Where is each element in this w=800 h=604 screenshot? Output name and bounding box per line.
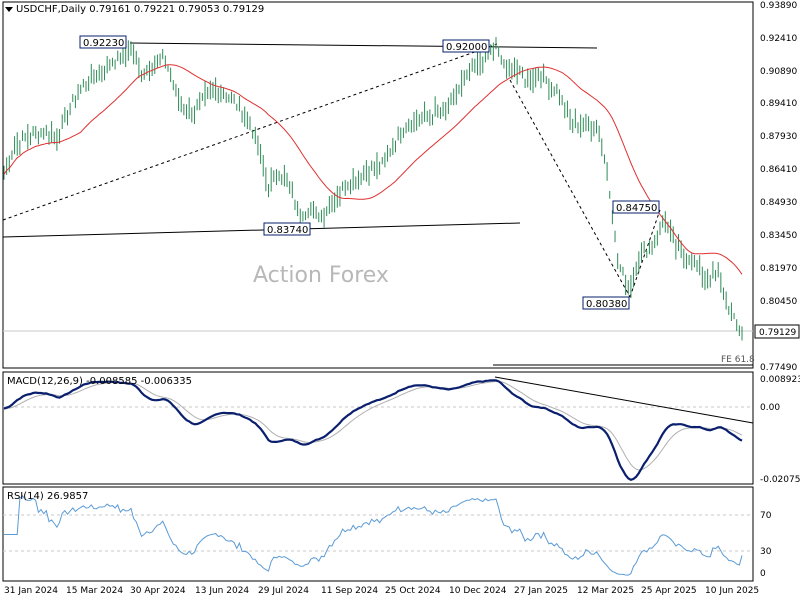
macd-line [3, 379, 743, 481]
price-y-axis: 0.93890 0.92410 0.90890 0.89410 0.87930 … [754, 1, 800, 373]
rsi-ytick: 70 [760, 511, 772, 521]
annot-08038: 0.80380 [586, 299, 627, 310]
price-ytick: 0.83450 [760, 231, 797, 241]
watermark: Action Forex [253, 263, 389, 288]
annot-box-09223 [79, 35, 127, 49]
annot-box-09200 [442, 39, 490, 53]
macd-ytick: -0.020759 [760, 475, 800, 485]
xtick: 12 Mar 2025 [577, 586, 634, 596]
price-ytick: 0.92410 [760, 34, 797, 44]
sma-line [3, 64, 743, 275]
macd-signal-line [3, 380, 743, 471]
price-ytick: 0.86410 [760, 165, 797, 175]
price-ytick: 0.81970 [760, 264, 797, 274]
macd-ytick: 0.008923 [760, 375, 800, 385]
xtick: 13 Jun 2024 [195, 586, 249, 596]
macd-y-axis: 0.008923 0.00 -0.020759 [760, 375, 800, 485]
falling-dotted-trendline [509, 79, 631, 298]
annot-08374: 0.83740 [267, 225, 308, 236]
price-panel-frame [2, 1, 754, 369]
xtick: 27 Jan 2025 [514, 586, 568, 596]
rsi-line [4, 495, 743, 576]
price-bars [3, 37, 743, 341]
price-ytick: 0.89410 [760, 99, 797, 109]
upper-trendline [129, 42, 598, 49]
price-ytick: 0.87930 [760, 132, 797, 142]
xtick: 10 Dec 2024 [449, 586, 507, 596]
annot-09223: 0.92230 [83, 38, 124, 49]
annot-box-08475 [612, 200, 660, 214]
macd-title: MACD(12,26,9) -0.008585 -0.006335 [7, 376, 192, 387]
macd-ytick: 0.00 [760, 403, 780, 413]
xtick: 30 Apr 2024 [130, 586, 186, 596]
annot-fe618: FE 61.8 [721, 355, 755, 365]
last-price-tag [754, 324, 800, 339]
price-header: USDCHF,Daily 0.79161 0.79221 0.79053 0.7… [16, 4, 264, 15]
annot-box-08038 [582, 296, 630, 310]
rising-dotted-trendline [2, 43, 498, 221]
rsi-ytick: 30 [760, 547, 772, 557]
price-ytick: 0.80450 [760, 297, 797, 307]
macd-trendline [494, 376, 754, 424]
x-axis: 31 Jan 2024 15 Mar 2024 30 Apr 2024 13 J… [4, 586, 759, 596]
price-ytick: 0.77490 [760, 363, 797, 373]
price-ytick: 0.84930 [760, 198, 797, 208]
annot-box-08374 [263, 222, 311, 236]
rebound-dotted-line [629, 209, 661, 298]
rsi-y-axis: 70 30 0 [760, 511, 772, 579]
last-price-label: 0.79129 [759, 328, 796, 338]
lower-trendline [2, 222, 521, 238]
collapse-arrow-icon[interactable] [5, 7, 13, 12]
xtick: 25 Oct 2024 [385, 586, 441, 596]
price-ytick: 0.93890 [760, 1, 797, 11]
xtick: 10 Jun 2025 [705, 586, 759, 596]
xtick: 15 Mar 2024 [66, 586, 123, 596]
macd-panel-frame [2, 371, 754, 485]
rsi-panel-frame [2, 486, 754, 582]
xtick: 11 Sep 2024 [321, 586, 378, 596]
rsi-title: RSI(14) 26.9857 [7, 491, 88, 502]
annot-08475: 0.84750 [616, 203, 657, 214]
xtick: 25 Apr 2025 [641, 586, 697, 596]
price-ytick: 0.90890 [760, 67, 797, 77]
xtick: 31 Jan 2024 [4, 586, 58, 596]
annot-09200: 0.92000 [446, 42, 487, 53]
rsi-ytick: 0 [760, 569, 766, 579]
xtick: 29 Jul 2024 [258, 586, 309, 596]
